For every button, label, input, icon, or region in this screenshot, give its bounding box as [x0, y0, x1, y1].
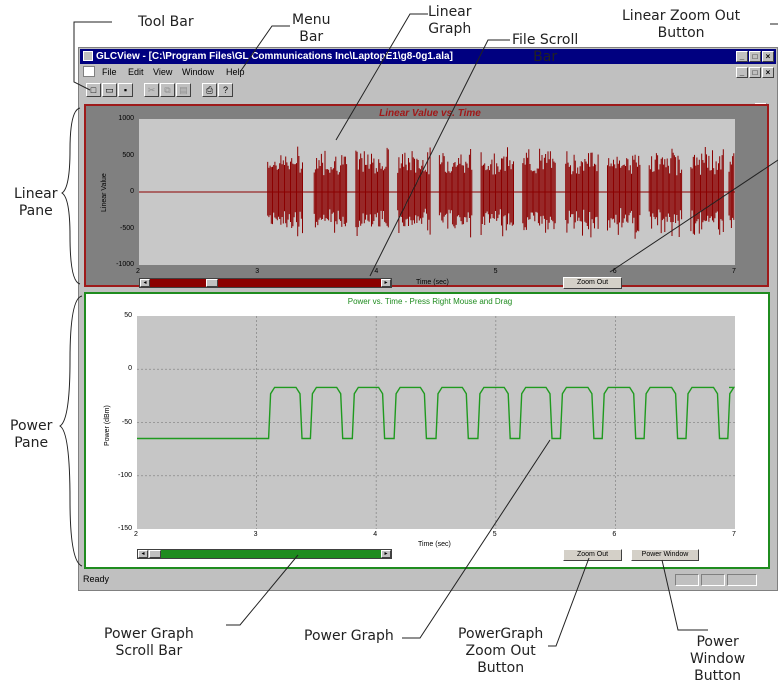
status-cell: [701, 574, 725, 586]
callout-power-pane: Power Pane: [10, 418, 53, 451]
linear-burst: [438, 149, 473, 238]
power-y-tick-label: 0: [128, 365, 132, 373]
scroll-right-arrow-icon[interactable]: ▸: [381, 279, 391, 287]
callout-power-window-button: Power Window Button: [690, 634, 746, 684]
linear-y-tick-label: 1000: [118, 115, 134, 122]
linear-x-tick-label: 6: [612, 268, 617, 275]
power-scroll-right-arrow-icon[interactable]: ▸: [381, 550, 391, 558]
linear-burst: [313, 150, 348, 233]
status-text: Ready: [83, 574, 110, 584]
minimize-button[interactable]: _: [736, 51, 748, 62]
power-x-tick-label: 4: [373, 531, 378, 538]
menu-edit[interactable]: Edit: [128, 67, 144, 77]
file-scroll-thumb[interactable]: [206, 279, 218, 287]
linear-burst: [728, 153, 735, 228]
new-file-icon[interactable]: □: [86, 83, 101, 97]
power-scroll-track: [161, 550, 381, 558]
linear-y-tick-label: 0: [130, 188, 134, 195]
power-x-label: Time (sec): [418, 541, 451, 548]
power-graph[interactable]: [137, 316, 735, 529]
power-graph-scroll-bar[interactable]: ◂ ▸: [137, 549, 392, 559]
menu-view[interactable]: View: [153, 67, 173, 77]
linear-x-tick-label: 5: [493, 268, 498, 275]
power-graph-title: Power vs. Time - Press Right Mouse and D…: [347, 297, 513, 306]
linear-graph[interactable]: [139, 119, 735, 265]
power-y-label: Power (dBm): [104, 405, 111, 446]
linear-y-tick-label: 500: [122, 151, 134, 159]
power-y-tick-label: -100: [117, 471, 132, 479]
callout-linear-graph: Linear Graph: [428, 4, 472, 37]
menu-window[interactable]: Window: [182, 67, 215, 77]
save-icon[interactable]: ▪: [118, 83, 133, 97]
callout-power-graph-zoom-out-button: PowerGraph Zoom Out Button: [458, 626, 544, 676]
callout-power-graph: Power Graph: [304, 628, 394, 644]
linear-burst: [397, 147, 431, 235]
power-y-tick-label: 50: [124, 312, 132, 319]
power-series-line: [137, 386, 735, 440]
power-zoom-out-button[interactable]: Zoom Out: [563, 549, 622, 561]
maximize-button[interactable]: □: [749, 51, 761, 62]
linear-x-label: Time (sec): [416, 279, 449, 286]
linear-burst: [690, 147, 724, 235]
callout-linear-pane: Linear Pane: [14, 186, 58, 219]
copy-icon[interactable]: ⧉: [160, 83, 175, 97]
linear-burst: [522, 148, 556, 233]
power-x-tick-label: 6: [612, 531, 617, 538]
document-icon[interactable]: [83, 66, 95, 77]
window-title: GLCView - [C:\Program Files\GL Communica…: [96, 51, 453, 62]
power-x-tick-label: 7: [732, 531, 736, 538]
power-scroll-left-arrow-icon[interactable]: ◂: [138, 550, 148, 558]
menu-bar: File Edit View Window Help _ □ ×: [80, 65, 776, 80]
linear-x-tick-label: 4: [374, 268, 379, 275]
callout-menu-bar: Menu Bar: [292, 12, 331, 45]
linear-x-tick-label: 3: [255, 268, 260, 275]
help-icon[interactable]: ?: [218, 83, 233, 97]
power-window-button[interactable]: Power Window: [631, 549, 699, 561]
open-folder-icon[interactable]: ▭: [102, 83, 117, 97]
linear-y-label: Linear Value: [101, 173, 108, 212]
title-bar[interactable]: GLCView - [C:\Program Files\GL Communica…: [80, 49, 776, 64]
doc-close-button[interactable]: ×: [762, 67, 774, 78]
callout-power-graph-scroll-bar: Power Graph Scroll Bar: [104, 626, 194, 659]
status-cell: [675, 574, 699, 586]
linear-y-tick-label: -1000: [116, 261, 134, 268]
linear-burst: [648, 148, 683, 237]
status-bar: Ready: [80, 572, 776, 588]
menu-help[interactable]: Help: [226, 67, 245, 77]
linear-y-tick-label: -500: [119, 224, 134, 232]
doc-minimize-button[interactable]: _: [736, 67, 748, 78]
close-button[interactable]: ×: [762, 51, 774, 62]
callout-tool-bar: Tool Bar: [138, 14, 194, 30]
linear-graph-title: Linear Value vs. Time: [379, 108, 481, 119]
linear-x-tick-label: 2: [136, 268, 140, 275]
power-y-tick-label: -150: [117, 525, 132, 532]
linear-burst: [267, 146, 303, 237]
tool-bar: □ ▭ ▪ ✂ ⧉ ▤ ⎙ ?: [80, 81, 776, 100]
power-y-tick-label: -50: [121, 418, 132, 426]
power-scroll-thumb[interactable]: [149, 550, 161, 558]
cut-icon[interactable]: ✂: [144, 83, 159, 97]
linear-x-tick-label: 7: [732, 268, 736, 275]
power-x-tick-label: 5: [492, 531, 497, 538]
app-icon: [83, 51, 93, 61]
callout-file-scroll-bar: File Scroll Bar: [512, 32, 579, 65]
linear-burst: [607, 154, 641, 239]
power-x-tick-label: 2: [134, 531, 138, 538]
print-icon[interactable]: ⎙: [202, 83, 217, 97]
menu-file[interactable]: File: [102, 67, 117, 77]
file-scroll-bar[interactable]: ◂ ▸: [139, 278, 392, 288]
scroll-left-arrow-icon[interactable]: ◂: [140, 279, 150, 287]
paste-icon[interactable]: ▤: [176, 83, 191, 97]
linear-burst: [565, 151, 599, 238]
linear-zoom-out-button[interactable]: Zoom Out: [563, 277, 622, 289]
callout-linear-zoom-out-button: Linear Zoom Out Button: [622, 8, 741, 41]
doc-restore-button[interactable]: □: [749, 67, 761, 78]
power-x-tick-label: 3: [253, 531, 258, 538]
status-cell: [727, 574, 757, 586]
